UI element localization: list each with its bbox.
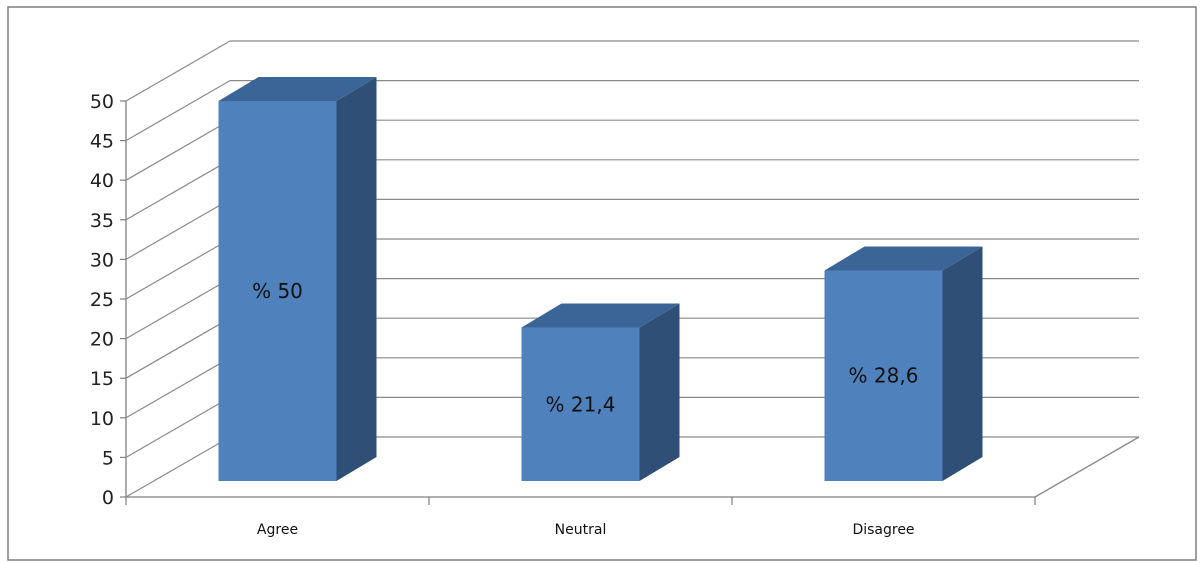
y-tick-label: 40 (90, 170, 114, 192)
y-tick-label: 20 (90, 329, 114, 351)
gridline-side (125, 317, 231, 379)
x-axis-ticks: Agree Neutral Disagree (125, 497, 1036, 538)
bar-neutral: % 21,4 (521, 303, 680, 481)
y-tick-label: 45 (90, 131, 114, 153)
gridline-side (125, 119, 231, 181)
x-tick-label: Neutral (555, 522, 607, 538)
gridline-side (125, 357, 231, 419)
y-tick-label: 5 (102, 447, 114, 469)
gridline-side (125, 436, 231, 498)
data-label: % 21,4 (546, 392, 616, 416)
gridline-side (125, 40, 231, 102)
bar-top (521, 303, 680, 328)
gridlines (125, 40, 1139, 498)
bar-disagree: % 28,6 (824, 246, 983, 481)
bar-top (218, 77, 377, 101)
bar-front (218, 101, 337, 481)
y-tick-label: 10 (90, 408, 114, 430)
gridline-side (125, 159, 231, 221)
y-tick-label: 50 (90, 91, 114, 113)
bar-front (521, 327, 640, 481)
data-label: % 28,6 (849, 364, 919, 388)
bars: % 50 % 21,4 % 28,6 (218, 77, 983, 481)
y-tick-label: 15 (90, 368, 114, 390)
x-tick-label: Disagree (852, 522, 914, 538)
x-tick-label: Agree (257, 522, 298, 538)
gridline-side (125, 198, 231, 260)
y-tick-label: 30 (90, 249, 114, 271)
gridline-side (125, 238, 231, 300)
bar-top (824, 246, 983, 271)
gridline-side (125, 80, 231, 142)
bar-front (824, 270, 943, 481)
bar-side (639, 303, 680, 481)
bar-agree: % 50 (218, 77, 377, 481)
y-axis-ticks: 0 5 10 15 20 25 30 35 40 45 50 (90, 91, 126, 509)
bar-side (336, 77, 377, 481)
gridline-side (125, 396, 231, 458)
y-tick-label: 25 (90, 289, 114, 311)
gridline-side (125, 278, 231, 340)
data-label: % 50 (252, 279, 303, 303)
floor-right-edge (1034, 436, 1140, 498)
y-tick-label: 0 (102, 487, 114, 509)
bar-side (942, 246, 983, 481)
y-tick-label: 35 (90, 210, 114, 232)
